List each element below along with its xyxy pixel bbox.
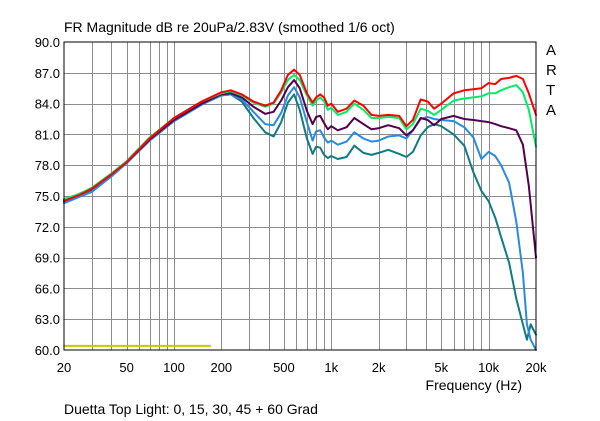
chart-caption: Duetta Top Light: 0, 15, 30, 45 + 60 Gra… — [64, 401, 318, 417]
x-tick-labels: 20 50 100 200 500 1k 2k 5k 10k 20k — [57, 360, 547, 375]
x-tick-label: 1k — [324, 360, 338, 375]
y-tick-label: 78.0 — [35, 158, 60, 173]
x-tick-label: 2k — [372, 360, 386, 375]
y-tick-label: 75.0 — [35, 189, 60, 204]
x-tick-label: 50 — [119, 360, 133, 375]
y-tick-label: 60.0 — [35, 343, 60, 358]
chart-title: FR Magnitude dB re 20uPa/2.83V (smoothed… — [64, 19, 395, 35]
x-tick-label: 200 — [210, 360, 232, 375]
x-tick-label: 500 — [273, 360, 295, 375]
y-tick-label: 72.0 — [35, 220, 60, 235]
y-tick-label: 87.0 — [35, 66, 60, 81]
series-line-15-grad — [63, 73, 537, 201]
x-axis-label: Frequency (Hz) — [426, 377, 522, 393]
x-tick-label: 20k — [526, 360, 547, 375]
x-tick-label: 5k — [434, 360, 448, 375]
watermark-letter: T — [546, 82, 555, 99]
series-layer — [63, 68, 537, 351]
series-line-30-grad — [63, 79, 537, 259]
x-tick-label: 10k — [478, 360, 499, 375]
watermark-letter: A — [546, 102, 556, 119]
x-tick-label: 20 — [57, 360, 71, 375]
y-tick-label: 90.0 — [35, 35, 60, 50]
y-tick-labels: 60.0 63.0 66.0 69.0 72.0 75.0 78.0 81.0 84.0 87.0… — [35, 35, 60, 358]
watermark-letter: A — [546, 42, 556, 59]
y-tick-label: 84.0 — [35, 97, 60, 112]
y-tick-label: 66.0 — [35, 281, 60, 296]
x-tick-label: 100 — [163, 360, 185, 375]
series-line-45-grad — [63, 86, 537, 351]
series-line-0-grad — [63, 68, 537, 203]
series-line-60-grad — [63, 93, 537, 341]
y-tick-label: 63.0 — [35, 312, 60, 327]
y-tick-label: 81.0 — [35, 127, 60, 142]
y-tick-label: 69.0 — [35, 251, 60, 266]
watermark-letter: R — [546, 62, 557, 79]
plot-frame — [63, 41, 537, 351]
